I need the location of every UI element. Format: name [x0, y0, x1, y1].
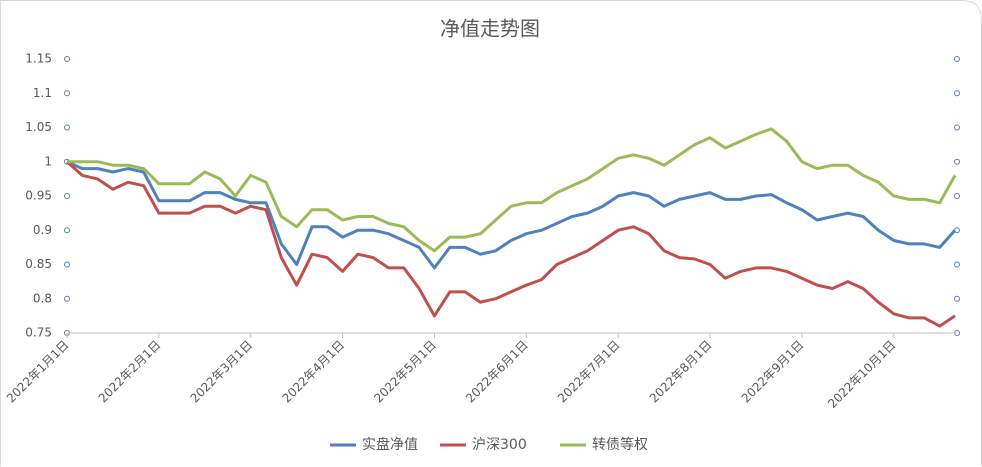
- series-line: [65, 160, 956, 328]
- y-tick-marker: [64, 261, 70, 268]
- series-line: [66, 160, 957, 270]
- series-line: [67, 127, 957, 253]
- y-tick-label: 0.85: [25, 257, 52, 271]
- legend-label: 转债等权: [592, 436, 648, 453]
- y-tick-marker: [64, 56, 70, 62]
- y-tick-label: 1.05: [25, 120, 52, 134]
- y-tick-marker: [64, 227, 70, 234]
- x-tick-label: 2022年6月1日: [463, 338, 531, 406]
- y-tick-marker-right: [954, 295, 960, 302]
- y-tick-marker-right: [954, 124, 960, 131]
- x-tick-label: 2022年3月1日: [188, 338, 256, 406]
- y-tick-marker: [64, 295, 70, 302]
- x-tick-label: 2022年2月1日: [96, 338, 164, 406]
- x-tick-label: 2022年4月1日: [279, 338, 347, 406]
- legend-label: 实盘净值: [362, 436, 418, 453]
- y-tick-marker-right: [954, 193, 960, 199]
- y-tick-label: 1.1: [33, 86, 52, 100]
- x-tick-label: 2022年8月1日: [647, 338, 715, 406]
- y-tick-marker-right: [954, 90, 960, 97]
- x-tick-label: 2022年7月1日: [555, 338, 623, 406]
- y-tick-label: 0.9: [33, 223, 52, 237]
- y-tick-label: 1: [44, 154, 52, 168]
- y-tick-label: 0.8: [33, 291, 52, 305]
- x-tick-label: 2022年9月1日: [739, 338, 807, 406]
- y-tick-marker: [64, 193, 70, 199]
- y-tick-marker: [64, 90, 70, 97]
- y-tick-marker-right: [954, 56, 960, 62]
- y-tick-label: 0.75: [25, 326, 52, 340]
- x-tick-label: 2022年5月1日: [371, 338, 439, 406]
- chart-title: 净值走势图: [440, 17, 540, 41]
- y-tick-marker: [64, 124, 70, 131]
- legend-label: 沪深300: [472, 437, 527, 453]
- x-tick-label: 2022年1月1日: [4, 338, 72, 406]
- x-tick-label: 2022年10月1日: [825, 338, 898, 411]
- y-tick-label: 0.95: [25, 189, 52, 203]
- y-tick-marker-right: [954, 158, 960, 165]
- y-tick-label: 1.15: [25, 52, 52, 66]
- y-tick-marker-right: [954, 261, 960, 268]
